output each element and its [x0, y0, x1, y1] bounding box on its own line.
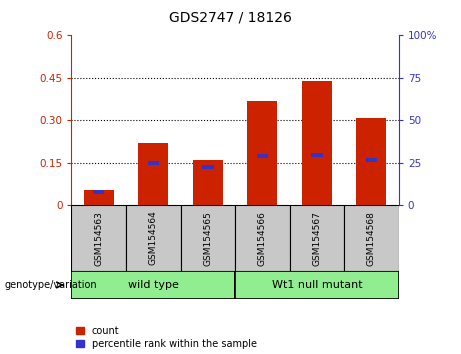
- Bar: [93, 190, 105, 194]
- Text: Wt1 null mutant: Wt1 null mutant: [272, 280, 362, 290]
- Bar: [302, 81, 332, 205]
- Bar: [202, 165, 213, 169]
- Bar: [257, 154, 268, 158]
- Bar: [138, 143, 168, 205]
- Text: GSM154568: GSM154568: [367, 211, 376, 266]
- Text: GSM154565: GSM154565: [203, 211, 213, 266]
- Bar: [248, 101, 278, 205]
- Bar: [126, 205, 181, 271]
- Text: GSM154566: GSM154566: [258, 211, 267, 266]
- Bar: [148, 161, 159, 165]
- Bar: [193, 160, 223, 205]
- Bar: [356, 118, 386, 205]
- Bar: [290, 205, 344, 271]
- Bar: [366, 158, 377, 162]
- Text: GSM154567: GSM154567: [313, 211, 321, 266]
- Bar: [311, 153, 323, 157]
- Text: GDS2747 / 18126: GDS2747 / 18126: [169, 11, 292, 25]
- Bar: [235, 205, 290, 271]
- Bar: [181, 205, 235, 271]
- Bar: [71, 205, 126, 271]
- Bar: [344, 205, 399, 271]
- Text: GSM154564: GSM154564: [149, 211, 158, 266]
- Bar: [235, 271, 399, 299]
- Text: genotype/variation: genotype/variation: [5, 280, 97, 290]
- Text: wild type: wild type: [128, 280, 179, 290]
- Bar: [84, 190, 114, 205]
- Legend: count, percentile rank within the sample: count, percentile rank within the sample: [77, 326, 257, 349]
- Bar: [71, 271, 235, 299]
- Text: GSM154563: GSM154563: [94, 211, 103, 266]
